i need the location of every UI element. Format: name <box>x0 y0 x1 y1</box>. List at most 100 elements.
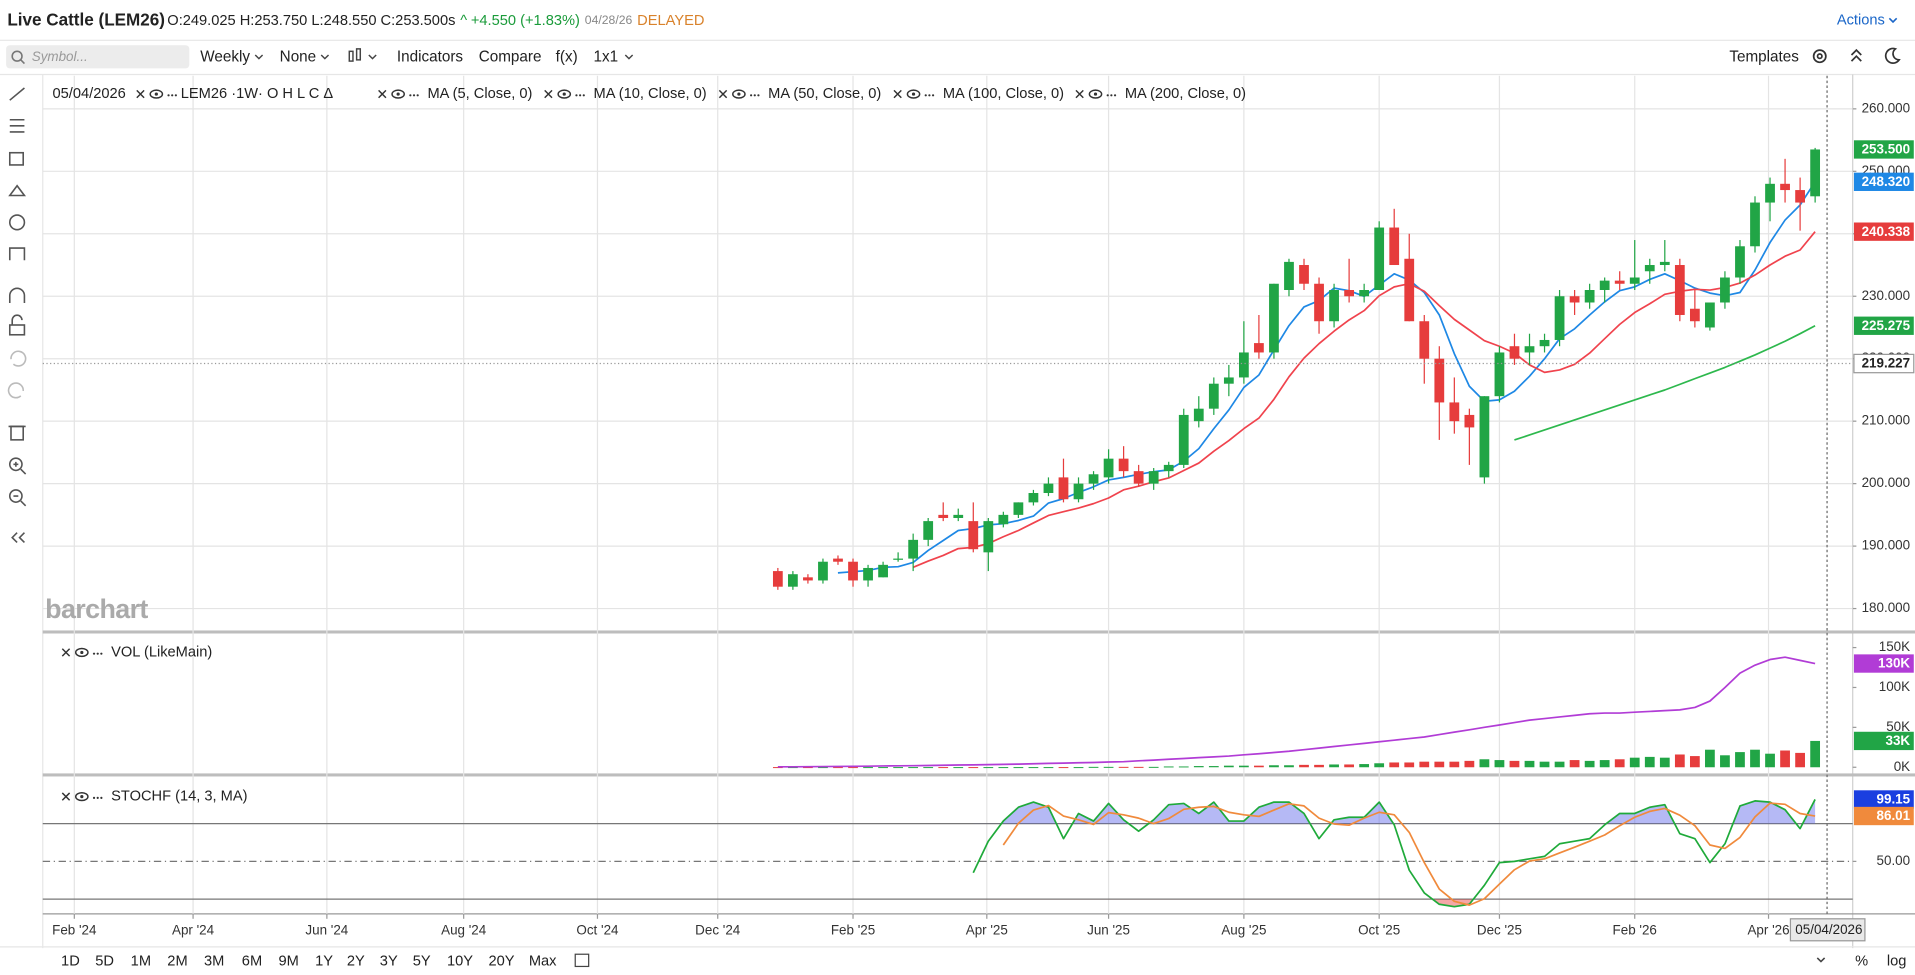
range-button[interactable]: 1M <box>131 953 151 969</box>
actions-menu[interactable]: Actions <box>1837 13 1885 29</box>
menu-dots[interactable] <box>1113 94 1117 97</box>
visibility-icon[interactable] <box>1088 89 1103 99</box>
close-icon[interactable] <box>136 89 145 99</box>
interval-menu[interactable]: Weekly <box>200 48 250 65</box>
layout-menu[interactable]: 1x1 <box>594 48 619 65</box>
menu-dots[interactable] <box>582 94 585 97</box>
fx-button[interactable]: f(x) <box>556 48 578 65</box>
templates-button[interactable]: Templates <box>1729 48 1799 65</box>
range-button[interactable]: 1Y <box>315 953 333 969</box>
volume-bar <box>1103 766 1114 768</box>
menu-dots[interactable] <box>931 94 935 97</box>
candle-body <box>1509 346 1520 359</box>
compare-type-menu[interactable]: None <box>280 48 316 65</box>
volume-bar <box>818 767 828 769</box>
volume-bar <box>1314 764 1324 768</box>
candle-body <box>803 577 813 581</box>
candle-body <box>1810 149 1821 197</box>
menu-dots[interactable] <box>96 652 99 655</box>
close-icon[interactable] <box>61 648 71 657</box>
range-button[interactable]: 6M <box>242 953 262 969</box>
range-button[interactable]: 5Y <box>413 953 431 969</box>
symbol-search[interactable] <box>6 45 190 69</box>
crosshair-date-box <box>1789 918 1866 942</box>
menu-dots[interactable] <box>92 796 96 799</box>
volume-bar <box>1058 767 1069 769</box>
menu-dots[interactable] <box>100 652 103 655</box>
menu-dots[interactable] <box>171 94 174 97</box>
menu-dots[interactable] <box>1106 94 1109 97</box>
menu-dots[interactable] <box>416 94 419 97</box>
range-button[interactable]: 10Y <box>447 953 473 969</box>
visibility-icon[interactable] <box>74 791 89 802</box>
calendar-icon[interactable] <box>574 953 590 968</box>
x-tick-label: Dec '25 <box>1477 923 1522 938</box>
visibility-icon[interactable] <box>557 89 572 99</box>
close-icon[interactable] <box>61 792 71 801</box>
close-icon[interactable] <box>893 89 902 99</box>
search-icon <box>11 50 23 62</box>
candle-body <box>1780 183 1790 191</box>
volume-bar <box>1329 764 1339 768</box>
menu-dots[interactable] <box>1110 94 1113 97</box>
candle-body <box>1404 258 1415 322</box>
close-icon[interactable] <box>378 89 387 99</box>
volume-bar <box>1133 766 1144 768</box>
candle-body <box>1419 321 1430 359</box>
candle-body <box>1013 502 1024 515</box>
range-button[interactable]: 2Y <box>347 953 365 969</box>
visibility-icon[interactable] <box>906 89 921 99</box>
menu-dots[interactable] <box>750 94 753 97</box>
visibility-icon[interactable] <box>732 89 746 99</box>
range-button[interactable]: 20Y <box>489 953 515 969</box>
menu-dots[interactable] <box>409 94 412 97</box>
candle-body <box>1118 458 1129 472</box>
range-button[interactable]: Max <box>529 953 557 969</box>
menu-dots[interactable] <box>757 94 760 97</box>
log-toggle[interactable]: log <box>1887 953 1907 969</box>
percent-toggle[interactable]: % <box>1855 953 1868 969</box>
menu-dots[interactable] <box>924 94 927 97</box>
quote-line: O:249.025 H:253.750 L:248.550 C:253.500s… <box>167 13 704 29</box>
candle-body <box>863 567 873 581</box>
range-button[interactable]: 1D <box>61 953 80 969</box>
menu-dots[interactable] <box>167 94 170 97</box>
range-button[interactable]: 2M <box>167 953 187 969</box>
axis-badge-label: 248.320 <box>1862 174 1911 189</box>
candle-body <box>893 558 904 560</box>
menu-dots[interactable] <box>174 94 177 97</box>
range-button[interactable]: 9M <box>278 953 298 969</box>
compare-button[interactable]: Compare <box>479 48 542 65</box>
volume-bar <box>1223 765 1234 768</box>
menu-dots[interactable] <box>579 94 582 97</box>
axis-badge-label: 86.01 <box>1877 808 1911 823</box>
candle-body <box>772 571 783 587</box>
legend-entry: MA (50, Close, 0) <box>768 86 881 102</box>
candle-body <box>1389 227 1400 266</box>
axis-badge-label: 33K <box>1885 733 1910 748</box>
visibility-icon[interactable] <box>149 89 164 99</box>
candle-body <box>938 514 949 518</box>
indicators-button[interactable]: Indicators <box>397 48 463 65</box>
delayed-status: DELAYED <box>637 13 704 29</box>
close-icon[interactable] <box>718 89 728 99</box>
menu-dots[interactable] <box>928 94 931 97</box>
menu-dots[interactable] <box>92 652 96 655</box>
actions-caret <box>1888 17 1898 24</box>
menu-dots[interactable] <box>96 796 99 799</box>
change-arrow: ^ <box>460 13 467 29</box>
visibility-icon[interactable] <box>74 647 89 658</box>
range-button[interactable]: 3Y <box>380 953 398 969</box>
stochastic-line <box>972 799 1816 908</box>
visibility-icon[interactable] <box>391 89 405 99</box>
range-button[interactable]: 3M <box>204 953 224 969</box>
menu-dots[interactable] <box>100 796 103 799</box>
close-icon[interactable] <box>1075 89 1084 99</box>
menu-dots[interactable] <box>575 94 578 97</box>
range-button[interactable]: 5D <box>95 953 114 969</box>
candle-body <box>1208 383 1219 409</box>
close-icon[interactable] <box>544 89 553 99</box>
candle-body <box>1043 483 1054 494</box>
menu-dots[interactable] <box>753 94 756 97</box>
menu-dots[interactable] <box>412 94 416 97</box>
